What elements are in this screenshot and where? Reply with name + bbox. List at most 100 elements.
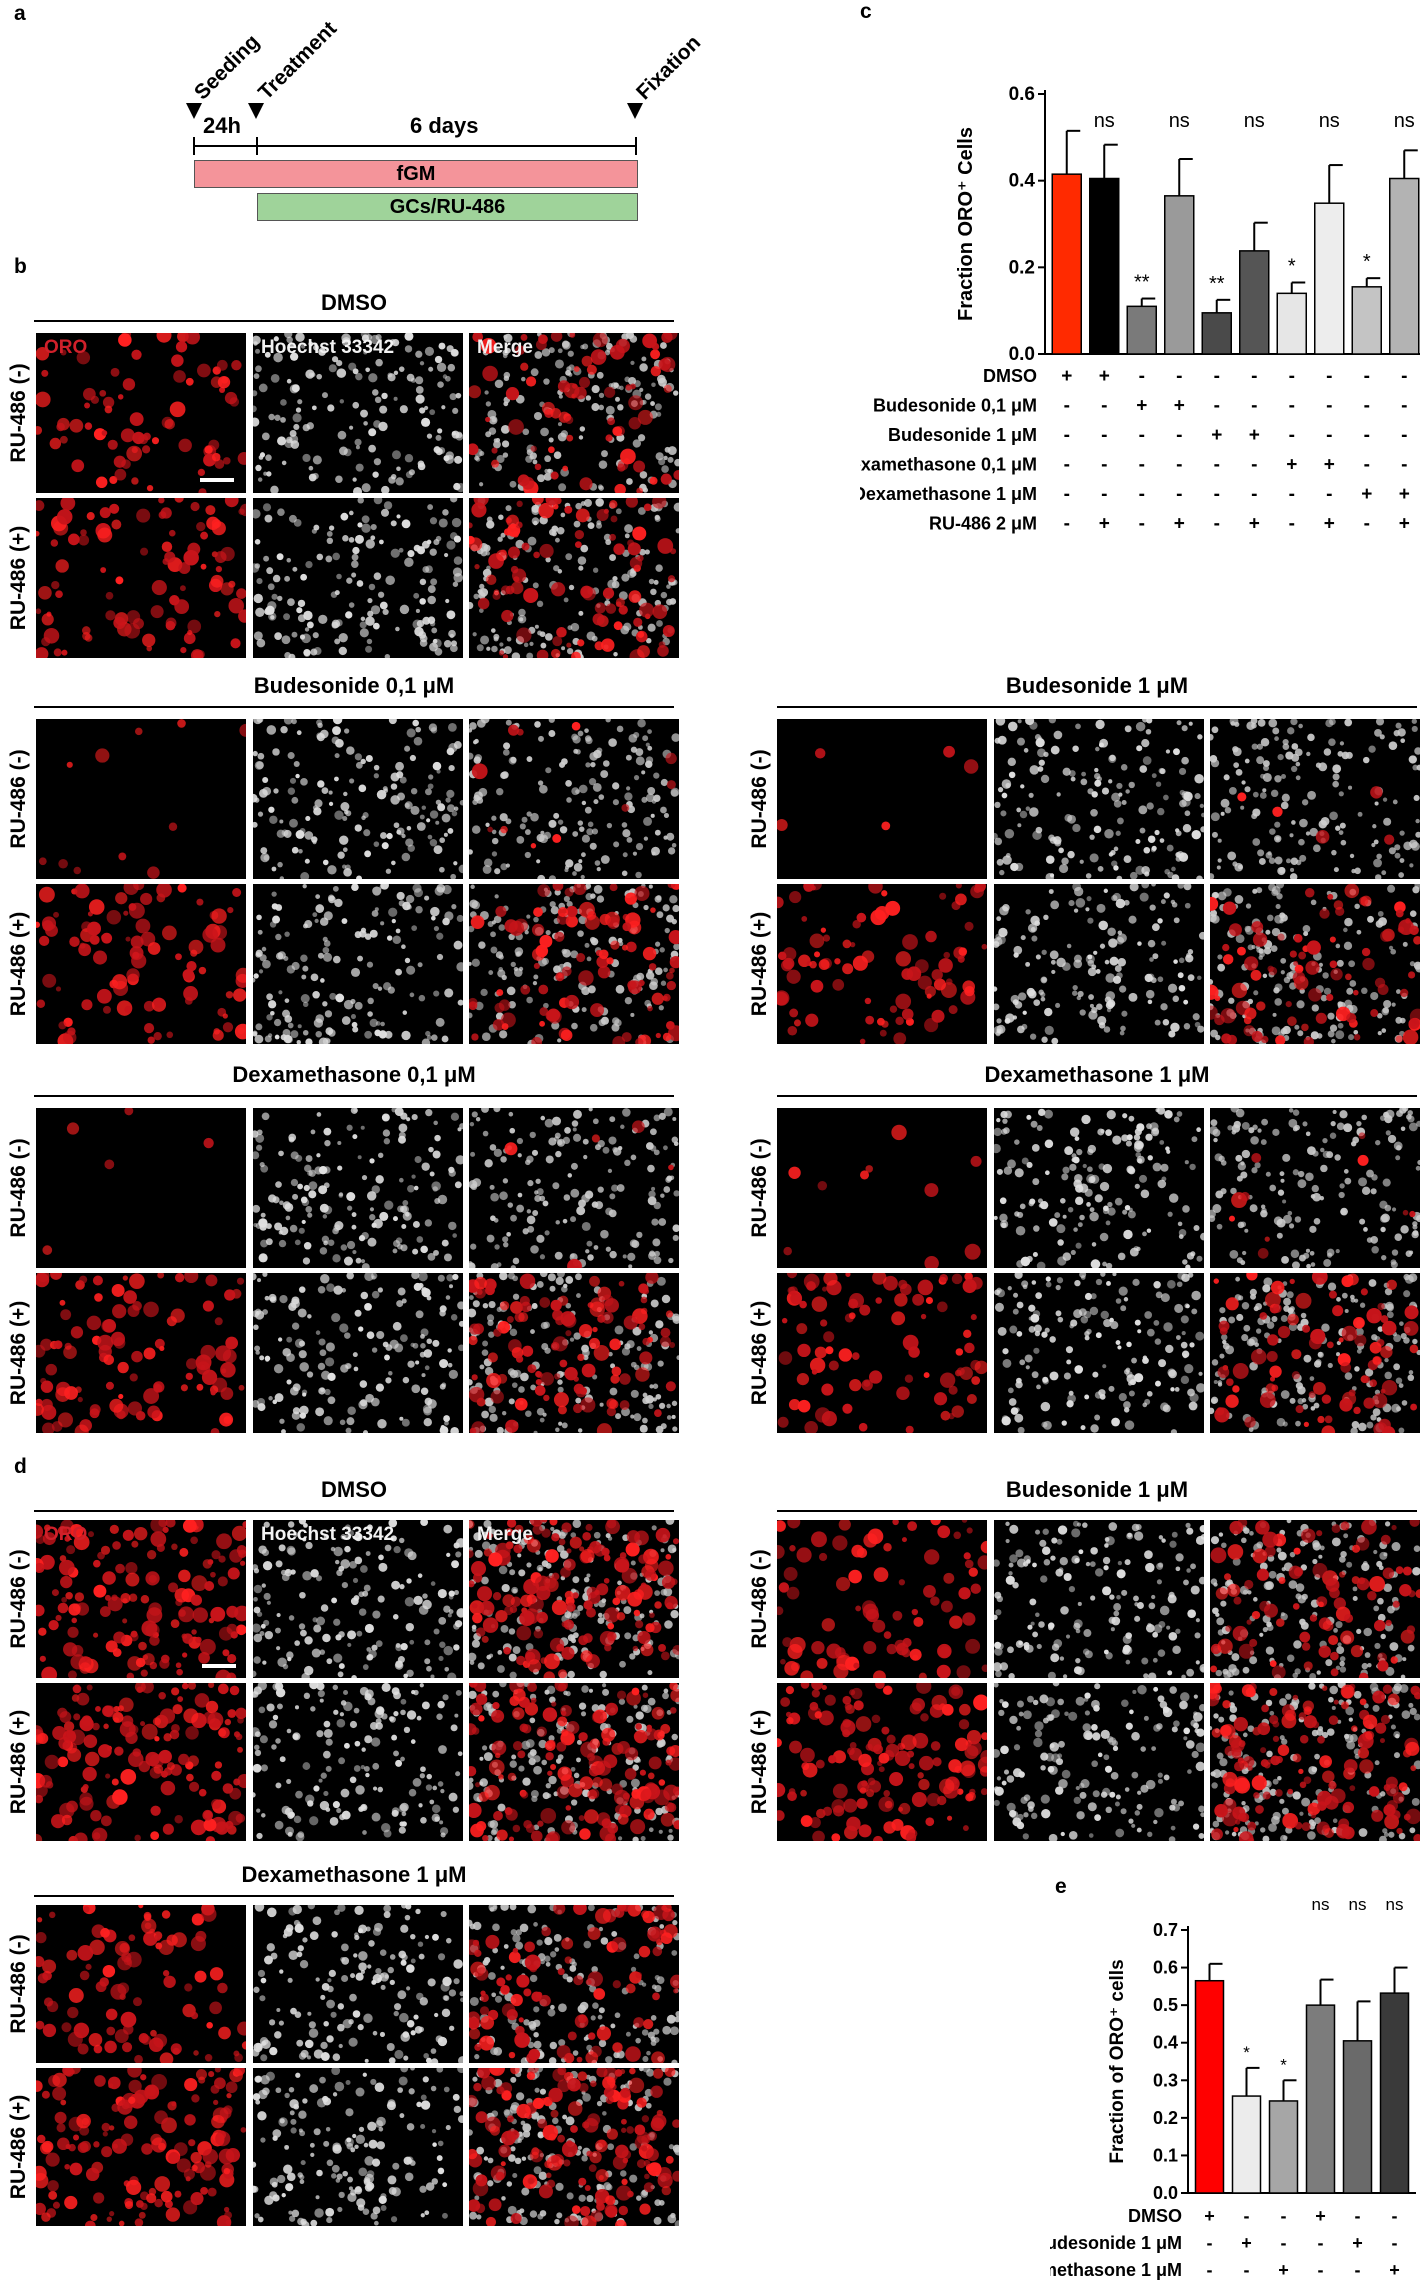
condition-sign: - (1289, 425, 1295, 446)
d-bud1-minus-merge-image (1210, 1520, 1420, 1678)
condition-sign: - (1392, 2233, 1398, 2253)
condition-sign: - (1139, 455, 1145, 476)
b-dex1-plus-hoechst-image (994, 1273, 1204, 1433)
condition-sign: - (1364, 366, 1370, 387)
condition-sign: - (1176, 484, 1182, 505)
timeline-seeding-label: Seeding (190, 30, 265, 105)
condition-label: RU-486 2 μM (1074, 2287, 1182, 2290)
channel-label-hoechst: Hoechst 33342 (261, 1524, 395, 1545)
b-title-dmso: DMSO (321, 290, 387, 315)
b-dex1-plus-merge-image (1210, 1273, 1420, 1433)
b-title-rule (34, 706, 674, 708)
condition-sign: - (1326, 425, 1332, 446)
b-dmso-plus-oro-image (36, 498, 246, 658)
d-dmso-minus-merge-image: Merge (469, 1520, 679, 1678)
channel-label-oro: ORO (44, 1524, 88, 1545)
condition-sign: - (1139, 366, 1145, 387)
condition-sign: + (1211, 425, 1222, 446)
b-bud1-row-label-minus: RU-486 (-) (748, 749, 771, 849)
bar (1389, 177, 1420, 355)
bar (1379, 1992, 1410, 2194)
b-title-bud1: Budesonide 1 μM (1005, 673, 1189, 698)
condition-sign: - (1214, 366, 1220, 387)
bar (1164, 195, 1195, 355)
condition-label: Dexamethasone 1 μM (860, 484, 1037, 504)
d-dmso-minus-oro-image: ORO (36, 1520, 246, 1678)
condition-sign: - (1251, 366, 1257, 387)
bar (1089, 177, 1120, 355)
condition-sign: + (1099, 514, 1110, 535)
condition-sign: - (1401, 425, 1407, 446)
timeline-tick (635, 137, 637, 155)
y-tick-label: 0.0 (1009, 344, 1035, 365)
d-bud1-plus-oro-image (777, 1683, 987, 1841)
b-bud01-row-label-plus: RU-486 (+) (7, 911, 30, 1017)
condition-sign: - (1326, 396, 1332, 417)
condition-label: DMSO (983, 366, 1037, 386)
b-bud1-row-label-plus: RU-486 (+) (748, 911, 771, 1017)
b-dex01-minus-merge-image (469, 1108, 679, 1268)
scale-bar (202, 1664, 236, 1668)
condition-sign: + (1286, 455, 1297, 476)
d-bud1-row-label-minus: RU-486 (-) (748, 1549, 771, 1649)
condition-sign: - (1139, 425, 1145, 446)
d-dex1-minus-merge-image (469, 1905, 679, 2063)
channel-label-merge: Merge (477, 337, 533, 358)
condition-sign: - (1355, 2260, 1361, 2280)
condition-sign: - (1401, 396, 1407, 417)
b-bud01-plus-oro-image (36, 884, 246, 1044)
d-bud1-minus-oro-image (777, 1520, 987, 1678)
condition-sign: + (1399, 484, 1410, 505)
significance-label: ** (1134, 272, 1150, 294)
condition-sign: + (1315, 2287, 1326, 2290)
condition-sign: + (1315, 2206, 1326, 2226)
significance-label: * (1243, 2043, 1250, 2062)
d-dex1-minus-oro-image (36, 1905, 246, 2063)
condition-sign: - (1281, 2233, 1287, 2253)
condition-label: DMSO (1128, 2206, 1182, 2226)
d-dex1-row-label-minus: RU-486 (-) (7, 1934, 30, 2034)
b-dmso-minus-oro-image: ORO (36, 333, 246, 493)
y-axis-label: Fraction of ORO⁺ cells (1107, 1959, 1128, 2163)
condition-sign: - (1139, 484, 1145, 505)
b-bud1-plus-oro-image (777, 884, 987, 1044)
significance-label: ns (1094, 110, 1115, 132)
condition-sign: + (1136, 396, 1147, 417)
significance-label: * (1288, 256, 1296, 278)
timeline-tick (256, 137, 258, 155)
y-tick-label: 0.3 (1153, 2070, 1178, 2090)
b-dmso-minus-merge-image: Merge (469, 333, 679, 493)
condition-sign: - (1251, 484, 1257, 505)
seeding-arrow-icon (186, 103, 202, 119)
b-dex01-minus-oro-image (36, 1108, 246, 1268)
condition-sign: - (1289, 514, 1295, 535)
condition-label: Budesonide 1 μM (1050, 2233, 1182, 2253)
timeline-bar-fgm: fGM (194, 160, 638, 188)
condition-sign: - (1214, 484, 1220, 505)
condition-sign: - (1176, 425, 1182, 446)
d-dmso-minus-hoechst-image: Hoechst 33342 (253, 1520, 463, 1678)
b-bud1-minus-hoechst-image (994, 719, 1204, 879)
condition-sign: + (1099, 366, 1110, 387)
significance-label: ns (1169, 110, 1190, 132)
b-title-rule (34, 320, 674, 322)
channel-label-oro: ORO (44, 337, 88, 358)
condition-sign: + (1241, 2233, 1252, 2253)
condition-sign: - (1207, 2233, 1213, 2253)
d-bud1-minus-hoechst-image (994, 1520, 1204, 1678)
b-dex1-minus-oro-image (777, 1108, 987, 1268)
condition-sign: - (1251, 455, 1257, 476)
d-bud1-row-label-plus: RU-486 (+) (748, 1709, 771, 1815)
condition-sign: - (1064, 514, 1070, 535)
bar (1239, 250, 1270, 355)
d-dex1-plus-oro-image (36, 2068, 246, 2226)
significance-label: ns (1312, 1900, 1330, 1914)
significance-label: ns (1319, 110, 1340, 132)
condition-sign: - (1318, 2233, 1324, 2253)
b-dex01-row-label-minus: RU-486 (-) (7, 1138, 30, 1238)
condition-sign: + (1361, 484, 1372, 505)
condition-sign: + (1389, 2287, 1400, 2290)
condition-sign: - (1326, 484, 1332, 505)
timeline-interval-6days: 6 days (410, 113, 479, 138)
d-dmso-plus-hoechst-image (253, 1683, 463, 1841)
